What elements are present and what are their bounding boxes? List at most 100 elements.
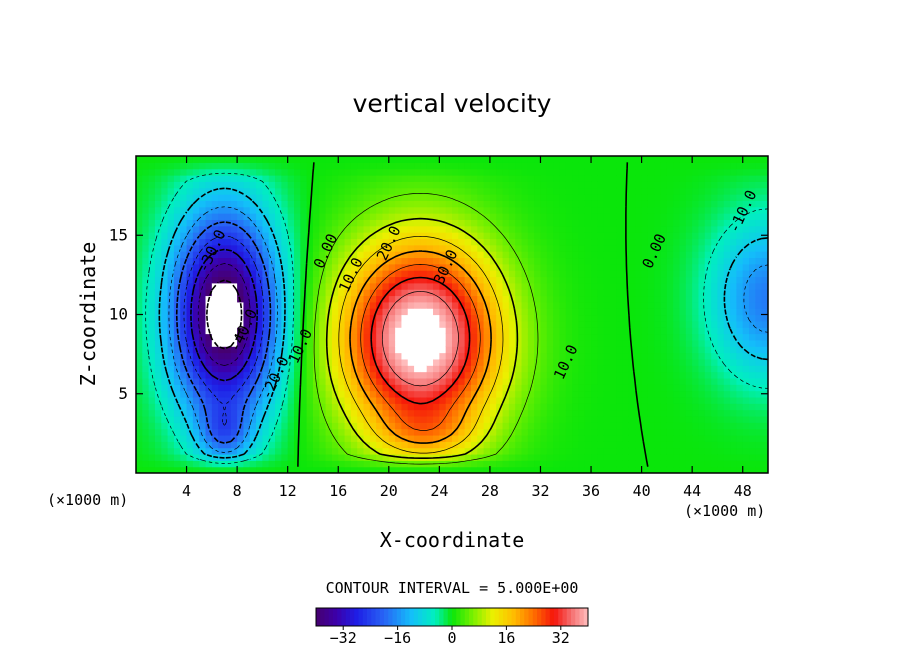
field-cell xyxy=(673,213,681,220)
field-cell xyxy=(496,219,504,227)
field-cell xyxy=(224,289,232,297)
field-cell xyxy=(426,358,434,366)
field-cell xyxy=(281,396,289,404)
field-cell xyxy=(584,257,592,265)
field-cell xyxy=(704,162,712,170)
field-cell xyxy=(458,453,466,461)
field-cell xyxy=(647,225,655,233)
field-cell xyxy=(167,460,175,468)
field-cell xyxy=(350,225,358,233)
field-cell xyxy=(363,225,371,233)
field-cell xyxy=(237,270,245,278)
field-cell xyxy=(470,358,478,366)
field-cell xyxy=(515,232,523,240)
field-cell xyxy=(275,238,282,246)
field-cell xyxy=(559,365,567,373)
field-cell xyxy=(685,301,693,309)
field-cell xyxy=(331,415,339,423)
field-cell xyxy=(186,422,194,430)
field-cell xyxy=(136,257,143,265)
field-cell xyxy=(559,194,567,201)
field-cell xyxy=(603,314,611,322)
field-cell xyxy=(192,289,200,297)
field-cell xyxy=(154,257,162,265)
field-cell xyxy=(401,339,409,347)
field-cell xyxy=(742,175,750,182)
field-cell xyxy=(464,371,472,379)
field-cell xyxy=(161,156,169,163)
field-cell xyxy=(635,320,643,328)
field-cell xyxy=(685,447,693,455)
field-cell xyxy=(376,270,384,278)
field-cell xyxy=(376,409,384,417)
field-cell xyxy=(616,206,624,214)
field-cell xyxy=(382,289,390,297)
field-cell xyxy=(717,403,725,411)
field-cell xyxy=(237,339,245,347)
field-cell xyxy=(199,194,207,201)
field-cell xyxy=(433,396,440,404)
field-cell xyxy=(572,200,579,208)
field-cell xyxy=(338,238,346,246)
field-cell xyxy=(616,263,624,271)
field-cell xyxy=(489,194,497,201)
field-cell xyxy=(161,200,169,208)
field-cell xyxy=(666,308,674,316)
field-cell xyxy=(148,213,156,220)
field-cell xyxy=(603,447,611,455)
field-cell xyxy=(755,403,763,411)
field-cell xyxy=(148,289,156,297)
field-cell xyxy=(180,396,188,404)
field-cell xyxy=(673,365,681,373)
field-cell xyxy=(142,371,150,379)
field-cell xyxy=(357,238,365,246)
field-cell xyxy=(730,206,737,214)
field-cell xyxy=(717,460,725,468)
field-cell xyxy=(287,289,295,297)
field-cell xyxy=(458,238,466,246)
field-cell xyxy=(527,282,535,290)
field-cell xyxy=(262,276,270,284)
field-cell xyxy=(433,276,440,284)
field-cell xyxy=(635,466,643,473)
field-cell xyxy=(426,403,434,411)
field-cell xyxy=(736,327,744,335)
field-cell xyxy=(369,466,377,473)
field-cell xyxy=(319,396,327,404)
field-cell xyxy=(167,327,175,335)
field-cell xyxy=(388,333,396,341)
field-cell xyxy=(597,162,605,170)
field-cell xyxy=(294,156,301,163)
field-cell xyxy=(331,181,339,189)
field-cell xyxy=(578,333,586,341)
field-cell xyxy=(622,403,630,411)
field-cell xyxy=(350,447,358,455)
field-cell xyxy=(521,428,529,436)
field-cell xyxy=(300,384,308,392)
field-cell xyxy=(559,187,567,195)
field-cell xyxy=(572,244,579,252)
field-cell xyxy=(540,289,548,297)
field-cell xyxy=(730,270,737,278)
field-cell xyxy=(515,453,523,461)
field-cell xyxy=(502,441,510,449)
field-cell xyxy=(553,428,561,436)
field-cell xyxy=(230,403,238,411)
field-cell xyxy=(502,466,510,473)
field-cell xyxy=(350,453,358,461)
field-cell xyxy=(597,466,605,473)
field-cell xyxy=(211,333,219,341)
field-cell xyxy=(673,396,681,404)
field-cell xyxy=(704,213,712,220)
field-cell xyxy=(749,270,756,278)
field-cell xyxy=(287,225,295,233)
field-cell xyxy=(294,168,301,176)
field-cell xyxy=(300,156,308,163)
field-cell xyxy=(553,466,561,473)
field-cell xyxy=(388,219,396,227)
field-cell xyxy=(578,181,586,189)
field-cell xyxy=(660,162,668,170)
field-cell xyxy=(331,175,339,182)
field-cell xyxy=(161,168,169,176)
field-cell xyxy=(730,327,737,335)
